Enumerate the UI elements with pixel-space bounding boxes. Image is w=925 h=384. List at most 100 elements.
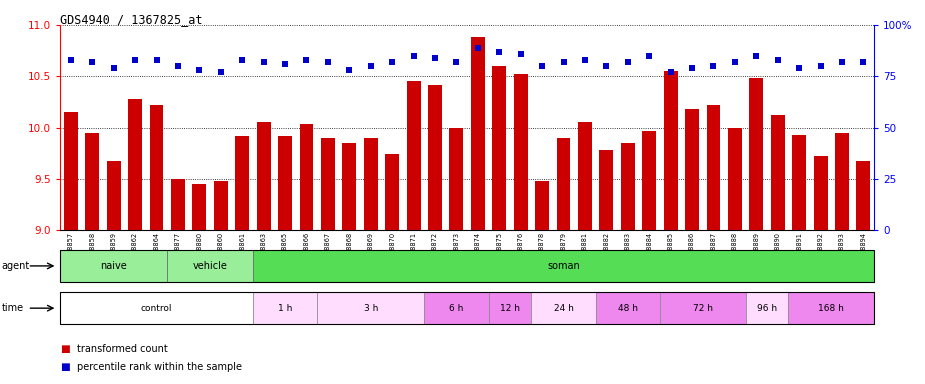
Point — [299, 57, 314, 63]
Bar — [428, 84, 442, 230]
Bar — [660, 292, 746, 324]
Text: vehicle: vehicle — [192, 261, 228, 271]
Bar — [192, 184, 206, 230]
Point — [792, 65, 807, 71]
Bar — [835, 133, 849, 230]
Bar — [707, 105, 721, 230]
Text: control: control — [141, 304, 172, 313]
Bar — [492, 66, 506, 230]
Text: ■: ■ — [60, 362, 70, 372]
Bar — [106, 161, 120, 230]
Bar — [253, 250, 874, 282]
Bar — [171, 179, 185, 230]
Bar — [749, 78, 763, 230]
Point — [771, 57, 785, 63]
Bar — [167, 250, 253, 282]
Bar — [531, 292, 596, 324]
Bar — [596, 292, 660, 324]
Text: 96 h: 96 h — [757, 304, 777, 313]
Bar — [385, 154, 399, 230]
Bar — [685, 109, 699, 230]
Bar — [235, 136, 249, 230]
Point — [706, 63, 721, 69]
Bar — [85, 133, 99, 230]
Bar — [488, 292, 531, 324]
Bar — [578, 121, 592, 230]
Bar — [253, 292, 317, 324]
Point — [278, 61, 292, 67]
Text: 3 h: 3 h — [364, 304, 378, 313]
Bar — [814, 156, 828, 230]
Text: GDS4940 / 1367825_at: GDS4940 / 1367825_at — [60, 13, 203, 26]
Point — [556, 59, 571, 65]
Point — [599, 63, 614, 69]
Bar — [471, 37, 485, 230]
Bar — [214, 181, 228, 230]
Bar — [450, 127, 463, 230]
Bar — [278, 136, 292, 230]
Point — [684, 65, 699, 71]
Text: 6 h: 6 h — [450, 304, 463, 313]
Point — [427, 55, 442, 61]
Bar — [599, 150, 613, 230]
Point — [621, 59, 635, 65]
Point — [492, 49, 507, 55]
Point — [856, 59, 870, 65]
Text: 12 h: 12 h — [500, 304, 520, 313]
Bar — [746, 292, 788, 324]
Point — [170, 63, 185, 69]
Text: 1 h: 1 h — [278, 304, 292, 313]
Bar — [64, 112, 78, 230]
Text: 168 h: 168 h — [819, 304, 845, 313]
Bar — [60, 292, 253, 324]
Point — [727, 59, 742, 65]
Text: soman: soman — [548, 261, 580, 271]
Text: naive: naive — [100, 261, 127, 271]
Text: time: time — [2, 303, 24, 313]
Bar — [728, 127, 742, 230]
Text: 48 h: 48 h — [618, 304, 637, 313]
Bar — [321, 138, 335, 230]
Point — [749, 53, 764, 59]
Point — [577, 57, 592, 63]
Bar — [771, 115, 784, 230]
Point — [364, 63, 378, 69]
Bar — [317, 292, 425, 324]
Text: 72 h: 72 h — [693, 304, 713, 313]
Bar — [621, 143, 635, 230]
Text: percentile rank within the sample: percentile rank within the sample — [77, 362, 241, 372]
Bar — [642, 131, 656, 230]
Point — [535, 63, 549, 69]
Point — [642, 53, 657, 59]
Bar — [60, 250, 167, 282]
Point — [85, 59, 100, 65]
Point — [128, 57, 142, 63]
Text: 24 h: 24 h — [553, 304, 574, 313]
Bar — [792, 135, 806, 230]
Point — [149, 57, 164, 63]
Text: agent: agent — [2, 261, 31, 271]
Point — [64, 57, 79, 63]
Bar — [513, 74, 527, 230]
Bar — [857, 161, 870, 230]
Bar — [256, 121, 271, 230]
Point — [385, 59, 400, 65]
Point — [406, 53, 421, 59]
Point — [106, 65, 121, 71]
Bar — [300, 124, 314, 230]
Bar — [407, 81, 421, 230]
Text: transformed count: transformed count — [77, 344, 167, 354]
Point — [320, 59, 335, 65]
Point — [813, 63, 828, 69]
Bar — [536, 181, 549, 230]
Point — [449, 59, 463, 65]
Bar — [425, 292, 488, 324]
Bar — [788, 292, 874, 324]
Bar — [150, 105, 164, 230]
Point — [235, 57, 250, 63]
Bar — [557, 138, 571, 230]
Point — [214, 69, 228, 75]
Point — [256, 59, 271, 65]
Point — [192, 67, 207, 73]
Point — [513, 51, 528, 57]
